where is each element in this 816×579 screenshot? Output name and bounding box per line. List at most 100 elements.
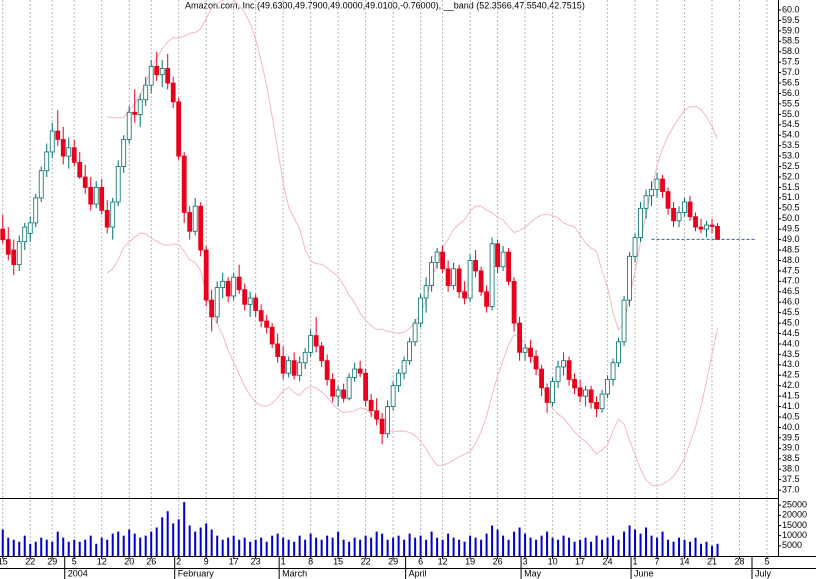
volume-bar <box>243 537 246 556</box>
volume-bar <box>254 539 257 556</box>
candle-body <box>550 381 555 403</box>
month-label: July <box>755 568 772 578</box>
candle-body <box>165 68 171 84</box>
candle-body <box>676 212 682 222</box>
y2-tick-label: 20000 <box>782 510 807 520</box>
y-tick-label: 50.5 <box>782 203 800 213</box>
x-tick-label: 1 <box>633 556 638 566</box>
candle-body <box>170 82 176 103</box>
volume-bar <box>700 543 703 556</box>
y-tick-label: 46.0 <box>782 297 800 307</box>
volume-bar <box>40 537 43 556</box>
candle-body <box>55 130 61 140</box>
volume-bar <box>84 539 87 556</box>
candle-body <box>104 209 110 228</box>
y-tick-label: 44.0 <box>782 338 800 348</box>
candle-body <box>291 360 297 376</box>
candle-body <box>500 251 506 268</box>
volume-bar <box>436 537 439 556</box>
volume-bar <box>601 539 604 556</box>
volume-bar <box>150 531 153 556</box>
y-tick-label: 48.0 <box>782 255 800 265</box>
candle-body <box>368 399 374 412</box>
candle-body <box>539 368 544 389</box>
candle-body <box>16 241 22 266</box>
volume-bar <box>89 535 92 556</box>
y-tick-label: 37.5 <box>782 474 800 484</box>
x-tick-label: 9 <box>204 556 209 566</box>
month-label: March <box>282 568 307 578</box>
month-label: 2004 <box>68 568 88 578</box>
volume-bar <box>29 543 32 556</box>
candle-body <box>445 268 451 286</box>
candle-body <box>599 393 605 410</box>
x-tick-label: 29 <box>388 556 398 566</box>
volume-bar <box>480 539 483 556</box>
candle-body <box>176 101 182 157</box>
volume-bar <box>590 541 593 556</box>
candle-body <box>242 289 248 305</box>
candle-body <box>561 360 566 368</box>
candle-body <box>632 237 638 257</box>
candle-body <box>352 368 358 378</box>
candle-body <box>324 360 330 380</box>
x-tick-label: 15 <box>0 556 8 566</box>
candle-body <box>258 310 264 322</box>
y-tick-label: 52.0 <box>782 171 800 181</box>
volume-bar <box>617 539 620 556</box>
candle-body <box>709 224 715 227</box>
volume-bar <box>353 537 356 556</box>
x-tick-label: 19 <box>465 556 475 566</box>
candle-body <box>715 226 720 240</box>
x-tick-label: 15 <box>333 556 343 566</box>
candle-body <box>462 291 468 299</box>
y-tick-label: 55.0 <box>782 109 800 119</box>
candle-body <box>11 249 17 266</box>
volume-bar <box>331 537 334 556</box>
volume-bar <box>166 511 169 556</box>
candle-body <box>214 287 220 318</box>
volume-bar <box>381 533 384 556</box>
candle-body <box>132 111 138 115</box>
candle-body <box>115 166 121 203</box>
candle-body <box>209 299 215 318</box>
y-tick-label: 58.0 <box>782 46 800 56</box>
candle-body <box>66 147 72 157</box>
x-tick-label: 3 <box>523 556 528 566</box>
candle-body <box>253 297 259 311</box>
candle-body <box>335 389 341 397</box>
candle-body <box>154 65 160 76</box>
y-tick-label: 38.0 <box>782 464 800 474</box>
volume-bar <box>210 529 213 556</box>
volume-bar <box>672 541 675 556</box>
volume-bar <box>122 535 125 556</box>
candle-body <box>572 379 577 389</box>
candle-body <box>363 372 369 401</box>
candle-body <box>638 207 643 238</box>
volume-bar <box>656 537 659 556</box>
volume-bar <box>370 537 373 556</box>
y-tick-label: 45.5 <box>782 307 800 317</box>
volume-bar <box>106 539 109 556</box>
candle-body <box>319 345 325 362</box>
candle-body <box>93 187 99 205</box>
candle-body <box>302 351 308 364</box>
y-tick-label: 49.5 <box>782 224 800 234</box>
x-tick-label: 2 <box>176 556 181 566</box>
volume-bar <box>661 531 664 556</box>
volume-bar <box>535 539 538 556</box>
candle-body <box>594 402 599 410</box>
candle-body <box>682 201 687 213</box>
x-tick-label: 24 <box>603 556 613 566</box>
candle-body <box>412 322 418 343</box>
volume-bar <box>447 533 450 556</box>
volume-bar <box>128 529 131 556</box>
candle-body <box>192 205 198 232</box>
volume-bar <box>293 541 296 556</box>
candle-body <box>247 297 253 305</box>
candle-body <box>484 291 489 307</box>
volume-bar <box>469 535 472 556</box>
y-tick-label: 55.5 <box>782 98 800 108</box>
